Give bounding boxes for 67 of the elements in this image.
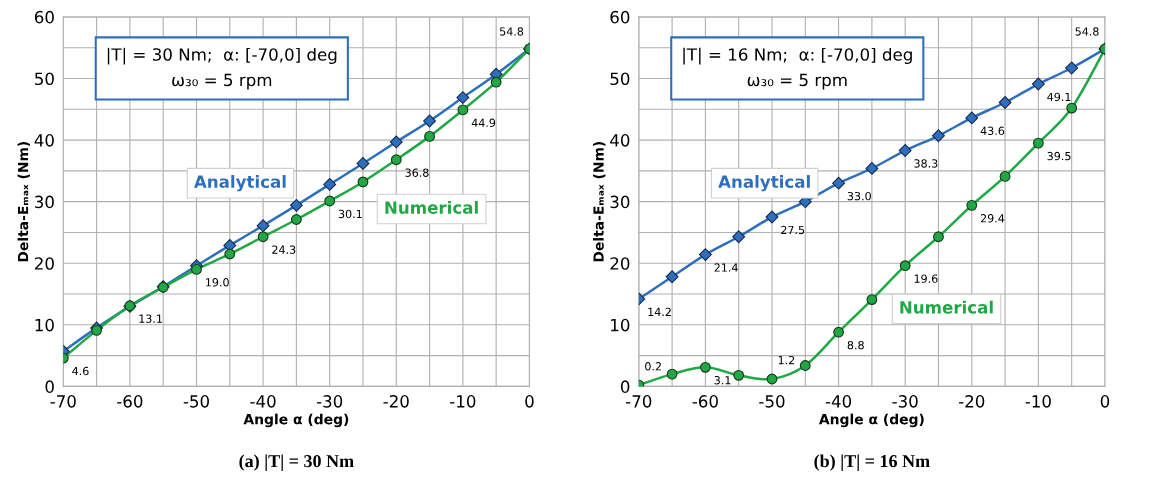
y-tick-label: 20 [610,257,630,270]
y-tick-label: 10 [611,318,630,332]
x-tick-label: -50 [759,395,785,408]
series-label: Numerical [900,300,993,314]
data-label: 39.5 [1047,151,1071,161]
data-label: 1.2 [778,355,795,365]
y-tick-label: 50 [610,72,630,86]
data-label: 27.5 [781,225,805,235]
y-tick-label: 20 [34,257,54,270]
data-label: 0.2 [645,362,661,371]
y-tick-label: 10 [35,318,54,332]
y-tick-label: 60 [34,10,54,24]
x-tick-label: -10 [450,395,476,408]
x-tick-label: 0 [525,395,534,408]
data-label: 36.8 [405,168,429,177]
data-label: 19.6 [914,274,938,283]
x-tick-label: -10 [1025,395,1051,408]
data-label: 43.6 [980,126,1005,136]
annotation: ω₃₀ = 5 rpm [747,73,847,90]
y-tick-label: 30 [35,195,54,209]
y-tick-label: 40 [610,134,630,147]
x-axis-title: Angle α (deg) [243,413,349,428]
x-tick-label: -30 [316,395,343,408]
series-label: Analytical [718,175,810,192]
data-label: 21.4 [714,263,738,272]
data-label: 4.6 [72,366,89,376]
x-tick-label: -40 [250,395,276,408]
y-tick-label: 60 [610,10,630,24]
data-label: 13.1 [139,314,162,323]
y-tick-label: 50 [35,72,54,86]
x-tick-label: -60 [692,395,718,408]
series-label: Numerical [385,200,478,214]
x-tick-label: 0 [1100,395,1110,408]
y-tick-label: 30 [610,195,630,209]
y-tick-label: 0 [620,380,630,393]
x-tick-label: -20 [958,395,985,408]
y-tick-label: 40 [34,134,54,147]
data-label: 30.1 [338,209,362,219]
data-label: 54.8 [1075,27,1099,36]
data-label: 24.3 [272,245,296,254]
x-tick-label: -70 [626,395,652,408]
x-tick-label: -20 [383,395,409,408]
data-label: 54.8 [500,27,524,36]
data-label: 38.3 [914,159,938,168]
x-tick-label: -30 [892,395,918,408]
data-label: 33.0 [847,191,871,201]
text: (b) |T| = 16 Nm [814,454,930,471]
y-tick-label: 0 [45,380,54,393]
x-tick-label: -40 [825,395,852,408]
data-label: 29.4 [980,214,1005,223]
y-axis-title: Delta-Eₘₐₓ (Nm) [593,141,606,262]
data-label: 49.1 [1047,92,1071,102]
x-tick-label: -70 [50,395,76,408]
data-label: 3.1 [714,376,731,385]
annotation: |T| = 30 Nm; α: [-70,0] deg [107,47,337,65]
y-axis-title: Delta-Eₘₐₓ (Nm) [17,141,30,262]
data-label: 14.2 [648,307,671,316]
annotation: |T| = 16 Nm; α: [-70,0] deg [683,47,912,65]
text: (a) |T| = 30 Nm [239,454,354,471]
x-tick-label: -50 [183,395,209,408]
x-axis-title: Angle α (deg) [818,413,924,428]
data-label: 8.8 [847,340,864,350]
data-label: 44.9 [471,118,496,128]
x-tick-label: -60 [117,395,143,408]
data-label: 19.0 [206,278,229,287]
annotation: ω₃₀ = 5 rpm [172,73,272,90]
series-label: Analytical [193,175,286,192]
